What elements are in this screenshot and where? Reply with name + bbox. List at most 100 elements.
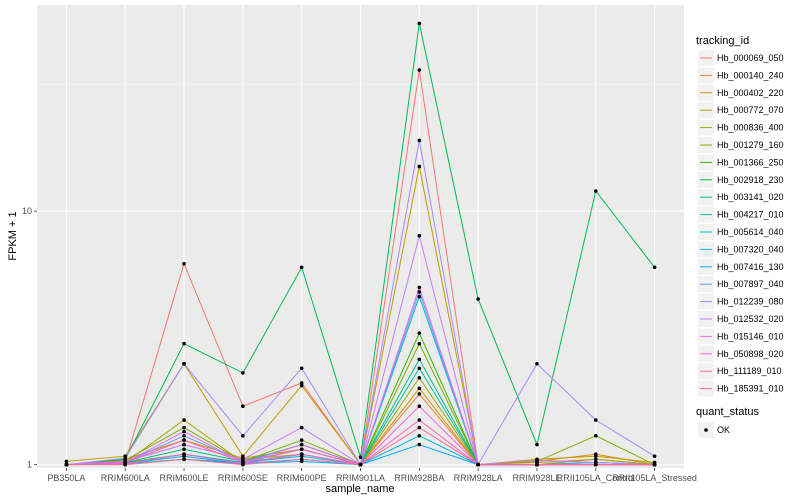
data-point (299, 442, 304, 447)
data-point (593, 462, 598, 467)
x-tick-label: RRIM600SE (218, 473, 268, 483)
data-point (417, 425, 422, 430)
data-point (182, 341, 186, 346)
legend-label: Hb_111189_010 (717, 366, 782, 376)
data-point (241, 462, 245, 467)
series-points (64, 21, 657, 467)
y-axis-title: FPKM + 1 (7, 211, 19, 260)
data-point (593, 189, 598, 193)
legend-label: Hb_001279_160 (717, 140, 784, 150)
data-point (64, 459, 69, 464)
legend-label: Hb_007416_130 (717, 262, 784, 272)
data-point (299, 383, 304, 388)
data-point (64, 462, 69, 467)
data-point (417, 341, 422, 346)
data-point (417, 433, 422, 438)
x-tick-label: PB350LA (47, 473, 85, 483)
data-point (417, 386, 422, 391)
data-point (417, 290, 422, 294)
data-point (182, 418, 186, 422)
data-point (241, 454, 245, 458)
legend-label: Hb_004217_010 (717, 210, 784, 220)
data-point (182, 425, 186, 430)
data-point (417, 164, 422, 169)
data-point (299, 457, 304, 462)
x-tick-label: RRIM928LE (512, 473, 561, 483)
data-point (241, 404, 245, 409)
x-tick-label: RRIM901LA (336, 473, 385, 483)
x-tick-label: RRII105LA_Control (557, 473, 635, 483)
data-point (299, 452, 304, 456)
data-point (182, 361, 186, 366)
data-point (593, 454, 598, 458)
legend-label: Hb_015146_010 (717, 331, 784, 341)
legend-label: Hb_000140_240 (717, 70, 784, 80)
data-point (299, 438, 304, 442)
legend-quant-title: quant_status (696, 406, 759, 418)
data-point (299, 366, 304, 371)
data-point (417, 392, 422, 396)
legend-label: Hb_185391_010 (717, 384, 784, 394)
legend-label: Hb_001366_250 (717, 157, 784, 167)
data-point (417, 418, 422, 422)
data-point (182, 447, 186, 452)
data-point (535, 458, 539, 463)
axes: 1 10 PB350LA RRIM600LA RRIM600LE RRIM600SE RRI… (22, 206, 697, 483)
data-point (182, 429, 186, 434)
data-point (417, 366, 422, 371)
data-point (358, 462, 363, 467)
data-point (476, 462, 480, 467)
y-tick-label: 10 (22, 206, 32, 216)
data-point (299, 265, 304, 270)
data-point (593, 433, 598, 438)
legend-label: Hb_007897_040 (717, 279, 784, 289)
legend-quant-point (704, 428, 708, 432)
data-point (241, 457, 245, 462)
legend-label: Hb_000836_400 (717, 123, 784, 133)
legend-quant-label: OK (717, 425, 730, 435)
x-axis-title: sample_name (325, 483, 394, 495)
data-point (535, 462, 539, 467)
x-tick-label: RRIM600LA (101, 473, 150, 483)
data-point (417, 376, 422, 380)
data-point (417, 331, 422, 335)
data-point (593, 418, 598, 422)
data-point (241, 371, 245, 375)
x-tick-label: RRIM600PE (277, 473, 327, 483)
legend: tracking_id Hb_000069_050Hb_000140_240Hb… (696, 35, 784, 438)
data-point (241, 433, 245, 438)
data-point (417, 357, 422, 362)
data-point (123, 456, 128, 461)
data-point (652, 454, 657, 458)
legend-items: Hb_000069_050 Hb_000140_240 Hb_000402_220 H… (698, 50, 784, 397)
legend-label: Hb_000772_070 (717, 105, 784, 115)
data-point (593, 457, 598, 462)
legend-label: Hb_050898_020 (717, 349, 784, 359)
data-point (417, 21, 422, 26)
data-point (652, 462, 657, 467)
data-point (358, 455, 363, 459)
data-point (182, 438, 186, 442)
data-point (476, 297, 480, 301)
legend-title: tracking_id (696, 35, 749, 47)
data-point (417, 138, 422, 143)
data-point (417, 294, 422, 299)
data-point (182, 433, 186, 438)
legend-label: Hb_007320_040 (717, 244, 784, 254)
data-point (182, 452, 186, 456)
data-point (182, 261, 186, 266)
x-tick-label: RRIM600LE (160, 473, 209, 483)
data-point (182, 457, 186, 462)
legend-label: Hb_012239_080 (717, 297, 784, 307)
legend-label: Hb_003141_020 (717, 192, 784, 202)
legend-label: Hb_005614_040 (717, 227, 784, 237)
legend-label: Hb_002918_230 (717, 175, 784, 185)
legend-label: Hb_012532_020 (717, 314, 784, 324)
data-point (417, 285, 422, 290)
data-point (417, 233, 422, 238)
x-tick-label: RRII105LA_Stressed (612, 473, 697, 483)
data-point (299, 381, 304, 385)
x-tick-label: RRIM928BA (394, 473, 444, 483)
data-point (182, 442, 186, 447)
